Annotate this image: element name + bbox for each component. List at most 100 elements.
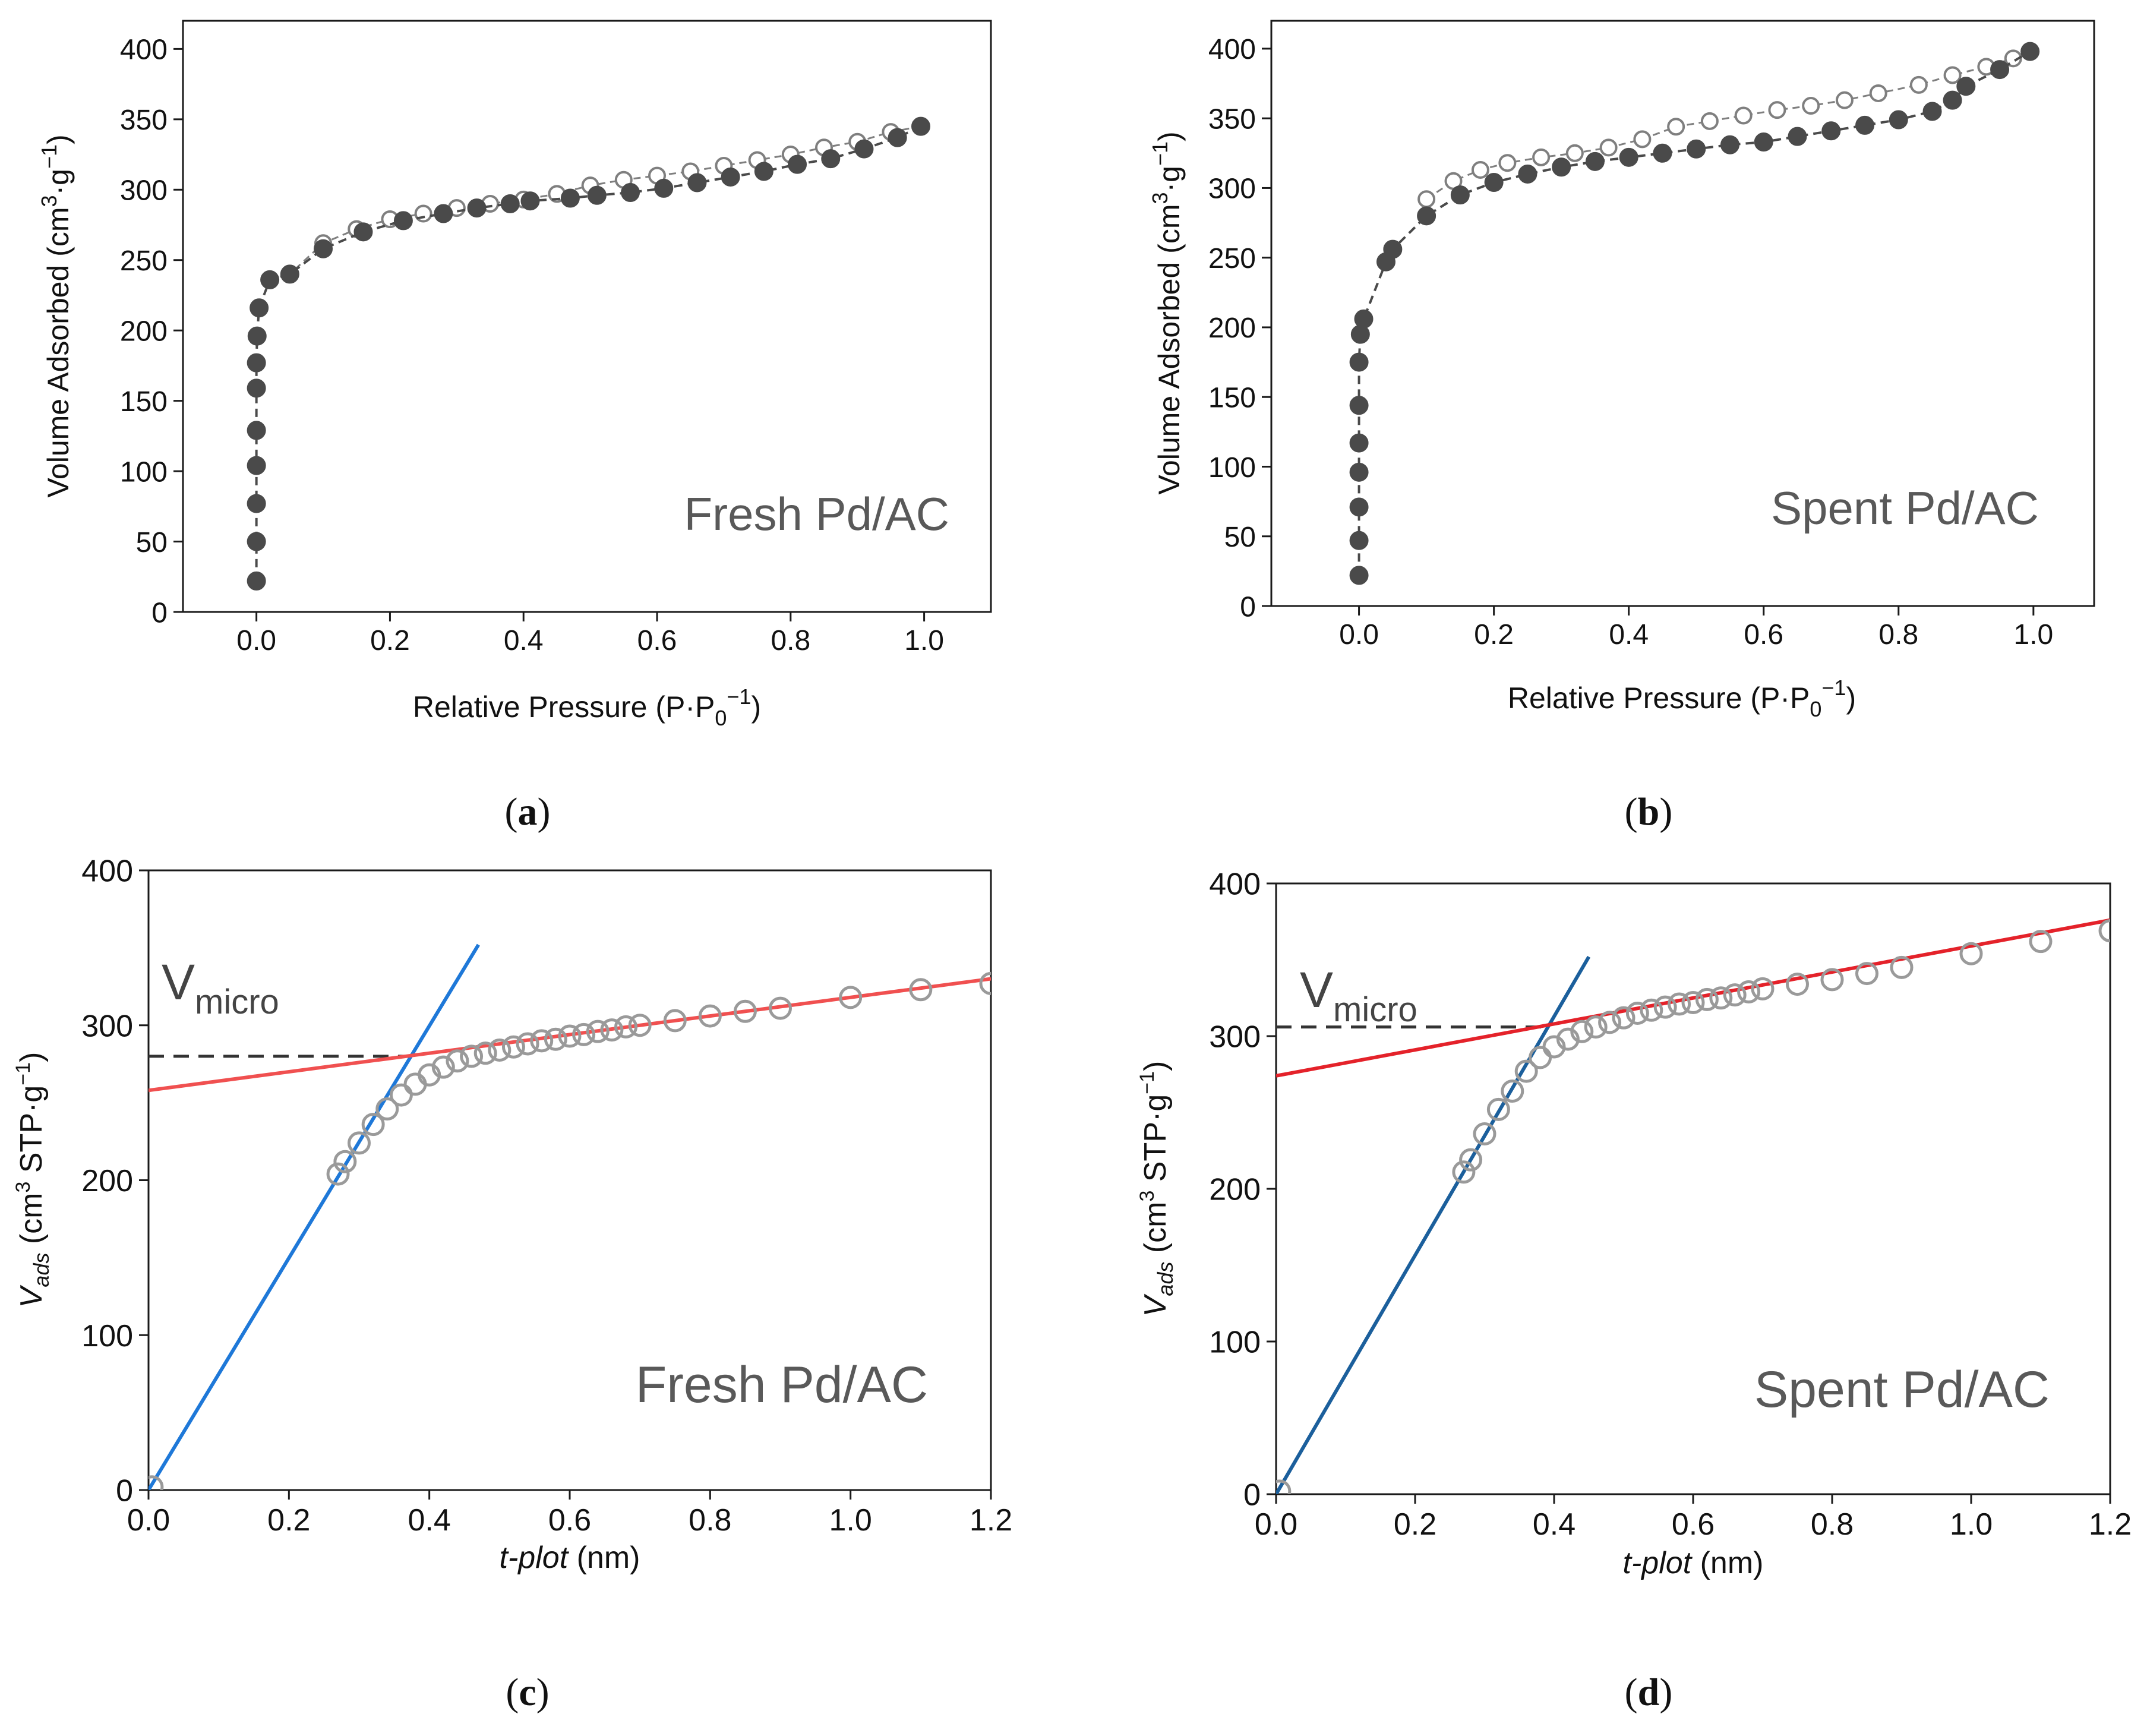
data-point [460,1044,484,1068]
data-point [1570,1019,1594,1043]
y-tick-label: 100 [1209,1325,1261,1360]
plot-area [149,943,991,1490]
adsorption-point [247,571,266,591]
data-point [1452,1160,1476,1184]
y-axis-label: Volume Adsorbed (cm3·g−1) [1148,131,1186,494]
desorption-point [1734,106,1753,125]
xlabel-sub: 0 [1810,697,1821,721]
adsorption-point [1349,462,1369,482]
adsorption-point [1349,352,1369,372]
sample-annotation: Fresh Pd/AC [684,488,949,540]
y-tick-label: 0 [116,1474,133,1508]
adsorption-point [247,378,266,398]
y-tick-label: 0 [151,597,168,629]
data-point [614,1015,638,1039]
adsorption-point [1349,497,1369,517]
data-point [1723,983,1747,1007]
y-tick-label: 250 [1208,243,1256,274]
adsorption-point [587,185,607,205]
data-point [1709,986,1733,1010]
x-tick-label: 0.2 [1474,619,1514,651]
y-tick-label: 100 [120,456,168,488]
adsorption-point [353,222,373,242]
x-axis-label: Relative Pressure (P·P0−1) [1508,676,1856,721]
data-point [361,1113,385,1137]
y-tick-label: 200 [1209,1173,1261,1207]
plot-area [1349,42,2040,585]
desorption-point [1498,154,1517,172]
x-axis-label: t-plot (nm) [1623,1546,1764,1580]
y-tick-label: 100 [81,1319,133,1353]
vmicro-main: V [162,954,195,1010]
xlabel-part: Relative Pressure (P·P [1508,681,1810,715]
data-point [1855,962,1878,986]
data-point [1459,1148,1483,1172]
y-tick-label: 200 [1208,313,1256,344]
ylabel-rest-a: (cm [1138,1202,1173,1262]
ylabel-sup: 3 [12,1182,34,1193]
y-tick-label: 200 [120,315,168,347]
y-tick-label: 150 [120,386,168,418]
adsorption-point [1788,127,1807,146]
vmicro-sub: micro [195,983,279,1021]
adsorption-point [1518,164,1537,184]
multilayer-fit-line [1276,918,2110,1078]
data-point [333,1150,357,1173]
adsorption-point [247,326,267,346]
adsorption-point [687,173,707,192]
y-tick-label: 400 [1209,867,1261,902]
data-point [1668,992,1691,1016]
data-point [628,1014,652,1037]
data-point [516,1032,539,1056]
data-point [1959,942,1983,965]
ylabel-sup: 3 [1148,192,1172,204]
x-tick-label: 0.0 [1339,619,1379,651]
data-point [839,986,863,1009]
data-point [149,1475,164,1490]
y-tick-label: 300 [120,175,168,207]
panel-paren: ) [536,1671,550,1714]
adsorption-point [1383,239,1403,259]
xlabel-part: ) [1846,681,1856,715]
x-tick-label: 0.4 [1533,1507,1575,1542]
data-point [1612,1006,1635,1030]
x-tick-label: 0.8 [689,1503,731,1538]
adsorption-point [1349,433,1369,453]
sample-annotation: Spent Pd/AC [1771,482,2039,534]
vmicro-label: Vmicro [1300,962,1417,1029]
adsorption-point [560,188,580,208]
adsorption-point [1354,309,1374,329]
adsorption-point [854,139,874,159]
data-point [1890,955,1914,979]
x-tick-label: 1.0 [904,625,944,656]
ylabel-rest-b: STP·g [14,1085,49,1182]
ylabel-part: Volume Adsorbed (cm [1153,204,1186,495]
adsorption-point [1450,185,1470,205]
x-tick-label: 0.6 [1744,619,1783,651]
data-point [1653,995,1677,1019]
xlabel-part: Relative Pressure (P·P [413,690,715,724]
adsorption-point [1956,77,1976,96]
adsorption-point [260,270,280,289]
data-point [1640,998,1663,1022]
adsorption-point [821,149,841,169]
xlabel-rest: (nm) [568,1541,640,1575]
y-tick-label: 50 [136,527,168,558]
adsorption-point [247,353,266,373]
ylabel-sup: 3 [37,195,61,207]
adsorption-point [1922,102,1942,121]
x-tick-label: 1.2 [2089,1507,2132,1542]
data-point [572,1022,596,1046]
data-point [1501,1080,1524,1103]
xlabel-italic: t-plot [500,1541,570,1575]
x-tick-label: 1.0 [829,1503,872,1538]
data-point [375,1097,399,1121]
data-point [446,1049,469,1073]
desorption-point [1700,112,1719,130]
data-point [1737,980,1761,1003]
data-point [403,1072,427,1096]
x-axis-label: Relative Pressure (P·P0−1) [413,684,761,730]
adsorption-point [1484,173,1504,192]
desorption-point [1869,84,1887,102]
